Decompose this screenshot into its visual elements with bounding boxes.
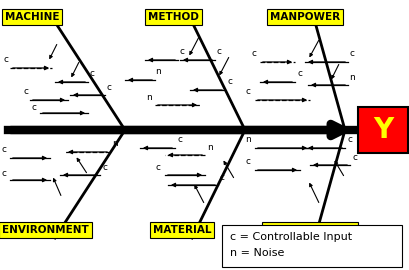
Text: n: n xyxy=(112,140,118,148)
Text: c: c xyxy=(216,48,222,56)
Text: c: c xyxy=(155,163,160,171)
Text: c: c xyxy=(348,136,353,144)
Text: c: c xyxy=(350,49,355,59)
Text: METHOD: METHOD xyxy=(148,12,199,22)
Text: c: c xyxy=(2,146,7,154)
Text: n: n xyxy=(155,68,161,76)
Bar xyxy=(358,107,408,153)
Text: c: c xyxy=(220,173,225,181)
Text: c: c xyxy=(252,49,256,59)
Text: c: c xyxy=(245,157,250,167)
Text: c: c xyxy=(245,87,250,96)
Text: n: n xyxy=(146,93,152,102)
Text: Y: Y xyxy=(373,116,393,144)
Text: c: c xyxy=(90,69,94,79)
Text: n: n xyxy=(245,136,251,144)
Text: MEASUREMENT: MEASUREMENT xyxy=(265,225,355,235)
Text: c = Controllable Input: c = Controllable Input xyxy=(230,232,352,242)
Text: c: c xyxy=(31,103,36,112)
Text: MANPOWER: MANPOWER xyxy=(270,12,340,22)
Text: c: c xyxy=(180,48,184,56)
Text: MACHINE: MACHINE xyxy=(5,12,59,22)
Text: n: n xyxy=(349,73,355,82)
Text: ENVIRONMENT: ENVIRONMENT xyxy=(2,225,89,235)
Text: c: c xyxy=(103,163,108,171)
Text: n = Noise: n = Noise xyxy=(230,248,284,258)
Text: c: c xyxy=(106,83,112,92)
Text: n: n xyxy=(207,143,213,151)
Bar xyxy=(222,225,402,267)
Text: c: c xyxy=(227,77,232,86)
Text: c: c xyxy=(297,69,303,79)
Text: c: c xyxy=(2,168,7,177)
Text: MATERIAL: MATERIAL xyxy=(153,225,211,235)
Text: c: c xyxy=(4,56,9,65)
Text: c: c xyxy=(23,87,29,96)
Text: c: c xyxy=(178,136,182,144)
Text: c: c xyxy=(353,153,357,161)
